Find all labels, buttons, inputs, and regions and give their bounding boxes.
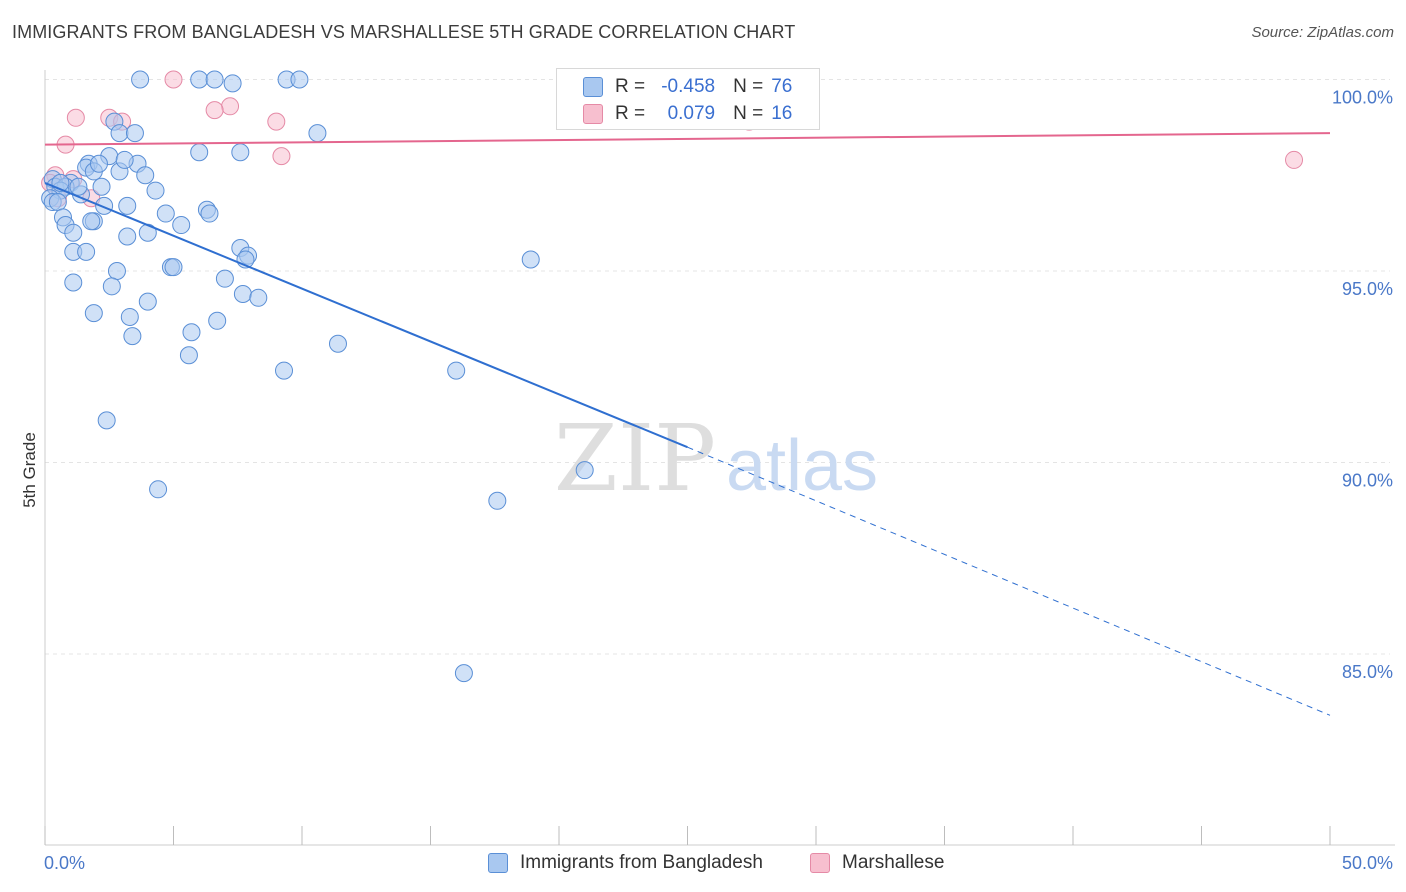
bangladesh-point — [146, 181, 165, 200]
bangladesh-point — [102, 277, 121, 296]
y-tick-label: 100.0% — [1332, 88, 1393, 108]
bangladesh-point — [48, 193, 67, 212]
bangladesh-point — [275, 361, 294, 380]
bangladesh-point — [97, 411, 116, 430]
bangladesh-point — [118, 227, 137, 246]
bangladesh-point — [118, 196, 137, 215]
stats-row-bangladesh: R = -0.458 N = 76 — [583, 74, 792, 100]
source-label: Source: ZipAtlas.com — [1251, 24, 1394, 41]
bangladesh-trend-extension — [687, 446, 1331, 716]
bangladesh-point — [120, 307, 139, 326]
bangladesh-point — [115, 150, 134, 169]
bangladesh-point — [131, 70, 150, 89]
n-label: N = — [733, 76, 764, 97]
bangladesh-point — [64, 223, 83, 242]
bangladesh-point — [575, 461, 594, 480]
bangladesh-point — [190, 70, 209, 89]
y-tick-label: 90.0% — [1342, 471, 1393, 491]
r-value: -0.458 — [661, 76, 716, 97]
y-tick-label: 95.0% — [1342, 279, 1393, 299]
marshallese-point — [164, 70, 183, 89]
watermark-atlas: atlas — [726, 426, 878, 506]
bangladesh-point — [92, 177, 111, 196]
bangladesh-point — [208, 311, 227, 330]
series-legend: Immigrants from Bangladesh Marshallese — [0, 852, 1406, 878]
watermark-zip: ZIP — [554, 405, 716, 512]
grid-lines — [45, 79, 1390, 655]
bangladesh-trend-line — [44, 181, 688, 449]
marshallese-point — [205, 101, 224, 120]
bangladesh-point — [107, 262, 126, 280]
bangladesh-point — [231, 143, 250, 162]
bangladesh-point — [447, 361, 466, 380]
bangladesh-point — [95, 196, 114, 215]
bangladesh-point — [69, 177, 88, 196]
bangladesh-point — [138, 292, 157, 311]
r-label: R = — [615, 76, 646, 97]
bangladesh-point — [521, 250, 540, 269]
bangladesh-point — [164, 258, 183, 277]
chart-title: IMMIGRANTS FROM BANGLADESH VS MARSHALLES… — [12, 22, 796, 42]
marshallese-swatch — [583, 104, 603, 124]
marshallese-legend-swatch — [810, 853, 830, 873]
bangladesh-legend-swatch — [488, 853, 508, 873]
bangladesh-point — [136, 166, 155, 185]
x-tick-label: 0.0% — [44, 853, 85, 873]
legend-item-marshallese[interactable]: Marshallese — [810, 852, 944, 874]
bangladesh-point — [205, 70, 224, 89]
n-value: 16 — [771, 103, 793, 124]
bangladesh-point — [308, 124, 327, 143]
marshallese-point — [221, 97, 240, 116]
marshallese-point — [267, 112, 286, 131]
x-tick-label: 50.0% — [1342, 853, 1393, 873]
marshallese-trend-line — [44, 132, 1331, 146]
bangladesh-point — [249, 288, 268, 307]
marshallese-point — [66, 108, 85, 127]
bangladesh-point — [223, 74, 242, 93]
bangladesh-points — [41, 70, 594, 683]
legend-label: Marshallese — [842, 852, 945, 873]
bangladesh-point — [233, 284, 252, 303]
bangladesh-point — [89, 154, 108, 173]
n-value: 76 — [771, 76, 793, 97]
bangladesh-point — [82, 212, 101, 231]
bangladesh-point — [290, 70, 309, 89]
watermark: ZIP atlas — [554, 405, 878, 512]
bangladesh-point — [84, 304, 103, 323]
bangladesh-point — [172, 216, 191, 235]
bangladesh-point — [182, 323, 201, 342]
bangladesh-point — [77, 242, 96, 261]
tick-labels: 85.0% 90.0% 95.0% 100.0% 0.0% 50.0% — [44, 88, 1393, 874]
n-label: N = — [733, 103, 764, 124]
bangladesh-point — [190, 143, 209, 162]
r-value: 0.079 — [667, 103, 716, 124]
legend-label: Immigrants from Bangladesh — [520, 852, 763, 873]
bangladesh-point — [149, 480, 168, 499]
bangladesh-point — [64, 273, 83, 292]
bangladesh-point — [125, 124, 144, 143]
bangladesh-point — [454, 664, 473, 683]
legend-item-bangladesh[interactable]: Immigrants from Bangladesh — [488, 852, 763, 874]
bangladesh-swatch — [583, 77, 603, 97]
stats-legend: R = -0.458 N = 76 R = 0.079 N = 16 — [556, 68, 820, 130]
marshallese-point — [272, 147, 291, 166]
r-label: R = — [615, 103, 646, 124]
bangladesh-point — [156, 204, 175, 223]
bangladesh-point — [215, 269, 234, 288]
stats-row-marshallese: R = 0.079 N = 16 — [583, 101, 792, 127]
bangladesh-point — [200, 204, 219, 223]
axes — [44, 70, 1395, 846]
trend-lines — [44, 132, 1331, 716]
bangladesh-point — [123, 327, 142, 346]
bangladesh-point — [110, 124, 129, 143]
bangladesh-point — [328, 334, 347, 353]
bangladesh-point — [179, 346, 198, 365]
marshallese-point — [1285, 150, 1304, 169]
bangladesh-point — [488, 491, 507, 510]
y-tick-label: 85.0% — [1342, 662, 1393, 682]
